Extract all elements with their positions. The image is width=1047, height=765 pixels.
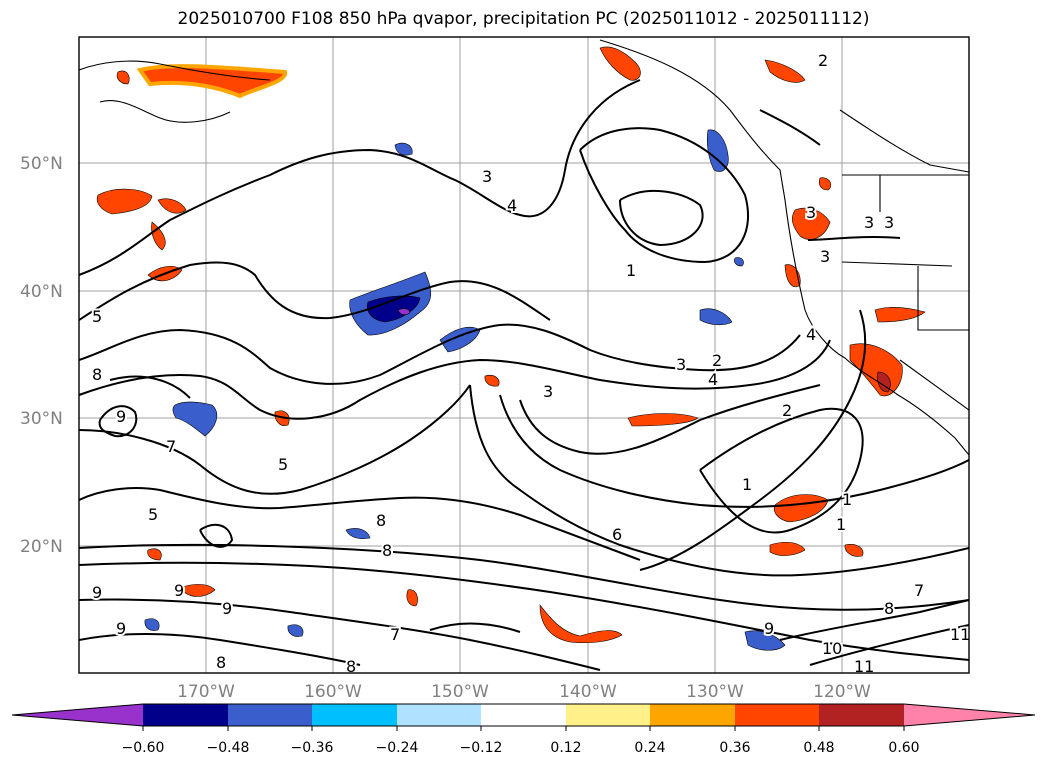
colorbar-swatch <box>143 704 228 726</box>
colorbar-tick-label: −0.48 <box>207 740 250 756</box>
contour-label: 1 <box>742 475 752 494</box>
colorbar-swatch <box>481 704 566 726</box>
contour-label: 11 <box>854 657 874 676</box>
lon-label: 140°W <box>559 682 617 702</box>
contour-label: 9 <box>174 581 184 600</box>
contour-labels: 2 3 3 4 5 8 9 7 5 5 8 8 9 9 9 9 7 8 8 1 … <box>90 49 970 676</box>
coastlines <box>79 39 969 456</box>
lat-label: 30°N <box>20 409 63 429</box>
colorbar-tick-label: −0.60 <box>122 740 165 756</box>
colorbar-swatch <box>819 704 904 726</box>
colorbar-swatch <box>228 704 312 726</box>
lon-label: 120°W <box>813 682 871 702</box>
lon-label: 150°W <box>431 682 489 702</box>
contour-label: 7 <box>390 625 400 644</box>
colorbar-tick-label: 0.60 <box>888 740 919 756</box>
contour-label: 8 <box>346 657 356 676</box>
lat-label: 40°N <box>20 282 63 302</box>
contour-label: 4 <box>708 370 718 389</box>
colorbar-swatch <box>397 704 481 726</box>
lat-label: 20°N <box>20 537 63 557</box>
contour-label: 9 <box>116 619 126 638</box>
colorbar-tick-label: 0.48 <box>803 740 834 756</box>
lat-label: 50°N <box>20 154 63 174</box>
contour-label: 3 <box>676 355 686 374</box>
moisture-contours <box>79 79 969 671</box>
map-plot-area: 2 3 3 4 5 8 9 7 5 5 8 8 9 9 9 9 7 8 8 1 … <box>79 37 970 676</box>
contour-label: 2 <box>818 51 828 70</box>
colorbar-swatches <box>11 703 1036 731</box>
contour-label: 4 <box>806 325 816 344</box>
colorbar-swatch <box>566 704 650 726</box>
contour-label: 7 <box>914 581 924 600</box>
colorbar-swatch <box>650 704 735 726</box>
colorbar-ticks: −0.60 −0.48 −0.36 −0.24 −0.12 0.12 0.24 … <box>122 740 920 756</box>
contour-label: 3 <box>864 213 874 232</box>
contour-label: 3 <box>806 203 816 222</box>
contour-label: 6 <box>612 525 622 544</box>
colorbar-swatch <box>735 704 819 726</box>
contour-label: 8 <box>216 653 226 672</box>
precip-negative-shading <box>144 129 786 651</box>
contour-label: 8 <box>884 599 894 618</box>
contour-label: 3 <box>482 167 492 186</box>
graticule <box>79 37 969 673</box>
contour-label: 9 <box>116 407 126 426</box>
colorbar-tick-label: −0.12 <box>460 740 503 756</box>
contour-label: 4 <box>507 196 517 215</box>
latitude-labels: 50°N 40°N 30°N 20°N <box>20 154 63 557</box>
contour-label: 5 <box>92 307 102 326</box>
colorbar-tick-label: −0.36 <box>291 740 334 756</box>
contour-label: 3 <box>884 213 894 232</box>
contour-label: 5 <box>278 455 288 474</box>
contour-label: 8 <box>376 511 386 530</box>
contour-label: 1 <box>626 261 636 280</box>
colorbar: −0.60 −0.48 −0.36 −0.24 −0.12 0.12 0.24 … <box>11 703 1036 756</box>
contour-label: 2 <box>712 351 722 370</box>
contour-label: 2 <box>782 401 792 420</box>
contour-label: 11 <box>950 625 970 644</box>
contour-label: 1 <box>842 490 852 509</box>
lon-label: 170°W <box>177 682 235 702</box>
contour-label: 5 <box>148 505 158 524</box>
longitude-labels: 170°W 160°W 150°W 140°W 130°W 120°W <box>177 682 871 702</box>
lon-label: 130°W <box>686 682 744 702</box>
contour-label: 10 <box>822 639 842 658</box>
colorbar-swatch <box>904 704 1035 726</box>
map-title: 2025010700 F108 850 hPa qvapor, precipit… <box>177 9 870 29</box>
contour-label: 8 <box>382 541 392 560</box>
colorbar-tick-label: 0.12 <box>550 740 581 756</box>
contour-label: 9 <box>92 583 102 602</box>
contour-label: 7 <box>166 437 176 456</box>
colorbar-tick-label: −0.24 <box>376 740 419 756</box>
colorbar-tick-label: 0.24 <box>634 740 665 756</box>
contour-label: 9 <box>222 599 232 618</box>
contour-label: 8 <box>92 365 102 384</box>
precip-positive-shading <box>96 46 926 644</box>
contour-label: 9 <box>764 619 774 638</box>
map-frame <box>78 36 970 674</box>
contour-label: 3 <box>820 247 830 266</box>
colorbar-swatch <box>12 704 143 726</box>
contour-label: 1 <box>836 515 846 534</box>
contour-label: 3 <box>543 382 553 401</box>
colorbar-swatch <box>312 704 397 726</box>
lon-label: 160°W <box>304 682 362 702</box>
colorbar-tick-label: 0.36 <box>719 740 750 756</box>
